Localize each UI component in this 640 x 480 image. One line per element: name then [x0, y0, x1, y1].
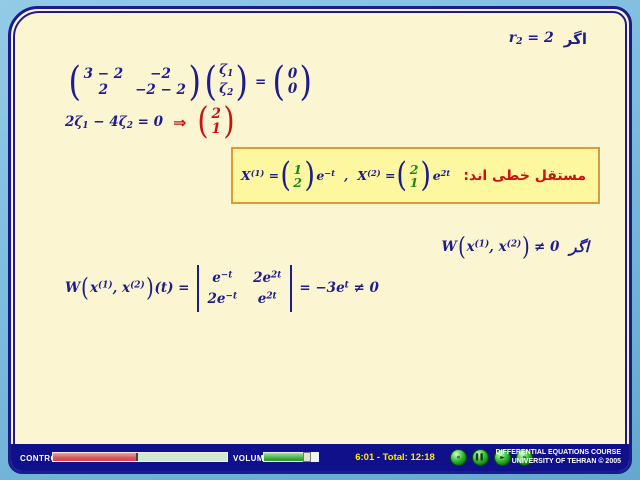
- wronskian-result: = −3et ≠ 0: [299, 280, 379, 296]
- x1-head: X(1) =: [241, 167, 280, 184]
- vector-cell: 1: [409, 174, 419, 190]
- vector-cell: ζ1: [219, 62, 234, 79]
- paren-glyph: ): [223, 100, 235, 142]
- paren-glyph: ): [188, 59, 201, 105]
- credit-line-2: UNIVERSITY OF TEHRAN © 2005: [511, 457, 621, 465]
- eq-zeta-relation: 2ζ1 − 4ζ2 = 0 ⇒ ( 2 1 ): [65, 101, 236, 143]
- matrix-cell: −2 − 2: [135, 81, 186, 98]
- time-display: 6:01 - Total: 12:18: [355, 452, 435, 463]
- vector-cell: ζ2: [219, 81, 234, 98]
- seek-bar[interactable]: [52, 452, 228, 462]
- x1-vector: 1 2: [293, 163, 302, 189]
- det-cell: 2e2t: [253, 269, 282, 286]
- player-control-bar: CONTROL VOLUME 6:01 - Total: 12:18 « ▌▌ …: [11, 444, 629, 471]
- coefficient-matrix: 3 − 2 −2 2 −2 − 2: [83, 65, 186, 98]
- vector-cell: 2: [409, 161, 419, 177]
- zero-vector: 0 0: [288, 67, 297, 97]
- paren-glyph: (: [396, 155, 408, 196]
- label-if: اگر: [569, 238, 589, 256]
- eigenvector-result: ( 2 1 ): [196, 100, 236, 142]
- skip-back-button[interactable]: «: [450, 449, 467, 466]
- control-label: CONTROL: [20, 454, 63, 463]
- vector-cell: 1: [211, 120, 221, 137]
- skip-back-icon: «: [456, 454, 461, 461]
- x2-head: X(2) =: [357, 167, 396, 184]
- w-of-t: (t) =: [154, 280, 190, 296]
- volume-slider[interactable]: [263, 452, 319, 462]
- eq-w-condition: W ( x(1), x(2) ) ≠ 0 اگر: [442, 232, 589, 262]
- matrix-cell: 2: [98, 81, 109, 98]
- determinant-matrix: e−t 2e2t 2e−t e2t: [196, 264, 293, 312]
- w-symbol: W: [441, 239, 457, 255]
- zeta-vector: ζ1 ζ2: [219, 63, 233, 101]
- x2-vector: 2 1: [410, 163, 419, 189]
- w-symbol: W: [65, 280, 81, 296]
- play-icon: ►: [500, 454, 505, 461]
- pause-icon: ▌▌: [475, 454, 486, 461]
- seek-progress: [53, 453, 139, 461]
- paren-glyph: ): [522, 231, 531, 261]
- eq-wronskian: W ( x(1), x(2) ) (t) = e−t 2e2t 2e−t e2t…: [65, 261, 379, 315]
- skip-forward-icon: »: [522, 454, 527, 461]
- slide-frame: r2 = 2 اگر ( 3 − 2 −2 2 −2 − 2 ) ( ζ1 ζ2…: [8, 6, 632, 474]
- paren-glyph: (: [272, 59, 286, 105]
- paren-glyph: ): [304, 155, 316, 196]
- label-linearly-independent: مستقل خطی اند:: [463, 167, 586, 184]
- eq-solutions: X(1) = ( 1 2 ) e−t , X(2) = ( 2 1 ) e2t: [241, 155, 451, 196]
- volume-label: VOLUME: [233, 454, 270, 463]
- vector-cell: 0: [287, 81, 298, 97]
- x1-exponential: e−t: [316, 167, 336, 184]
- implies-arrow-icon: ⇒: [173, 112, 187, 132]
- det-cell: e−t: [212, 269, 233, 286]
- paren-glyph: ): [299, 59, 313, 105]
- play-button[interactable]: ►: [494, 449, 511, 466]
- label-if: اگر: [563, 30, 587, 48]
- highlight-box: X(1) = ( 1 2 ) e−t , X(2) = ( 2 1 ) e2t …: [231, 147, 600, 204]
- equals-sign: =: [254, 74, 267, 90]
- paren-glyph: (: [81, 272, 89, 302]
- vector-cell: 2: [293, 174, 303, 190]
- volume-level: [264, 453, 304, 461]
- det-cell: e2t: [257, 290, 277, 307]
- skip-forward-button[interactable]: »: [516, 449, 533, 466]
- result-vector: 2 1: [211, 105, 221, 137]
- eq-eigenvector-system: ( 3 − 2 −2 2 −2 − 2 ) ( ζ1 ζ2 ) = ( 0 0 …: [67, 59, 314, 105]
- paren-glyph: (: [457, 231, 466, 261]
- not-equal-zero: ≠ 0: [534, 239, 560, 255]
- vector-cell: 1: [293, 161, 303, 177]
- volume-handle[interactable]: [303, 452, 312, 462]
- paren-glyph: ): [235, 59, 249, 105]
- matrix-cell: −2: [150, 65, 171, 82]
- course-credits: DIFFERENTIAL EQUATIONS COURSE UNIVERSITY…: [496, 449, 621, 466]
- eq-r2-value: r2 = 2: [508, 30, 554, 48]
- paren-glyph: (: [204, 59, 217, 105]
- paren-glyph: (: [280, 155, 292, 196]
- pause-button[interactable]: ▌▌: [472, 449, 489, 466]
- det-cell: 2e−t: [207, 290, 238, 307]
- eq-if-r2: r2 = 2 اگر: [509, 30, 587, 48]
- comma-separator: ,: [344, 168, 349, 183]
- vector-cell: 2: [211, 105, 221, 122]
- paren-glyph: (: [68, 59, 82, 105]
- paren-glyph: (: [197, 100, 210, 142]
- vector-cell: 0: [287, 66, 298, 82]
- credit-line-1: DIFFERENTIAL EQUATIONS COURSE: [495, 449, 621, 456]
- paren-glyph: ): [145, 272, 154, 302]
- paren-glyph: ): [420, 155, 432, 196]
- w-args: x(1), x(2): [89, 280, 145, 296]
- eq-zeta-lhs: 2ζ1 − 4ζ2 = 0: [65, 113, 164, 131]
- x2-exponential: e2t: [432, 167, 451, 184]
- matrix-cell: 3 − 2: [83, 65, 124, 82]
- w-args: x(1), x(2): [466, 239, 522, 255]
